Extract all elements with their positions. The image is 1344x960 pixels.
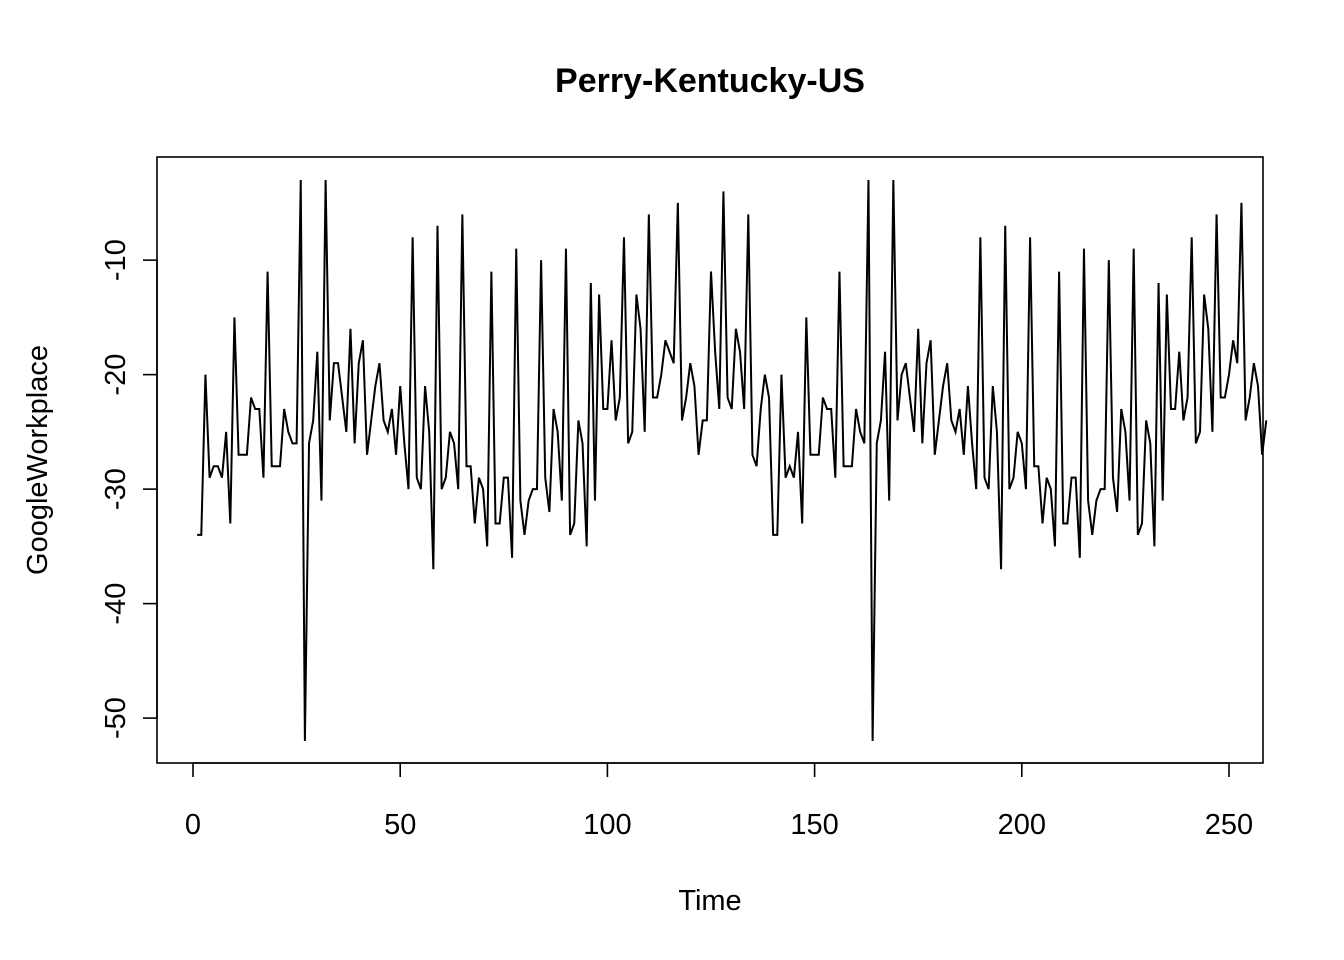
x-tick-label: 150: [790, 809, 838, 841]
x-tick-label: 250: [1205, 809, 1253, 841]
series-line: [197, 179, 1268, 742]
x-tick-label: 100: [583, 809, 631, 841]
x-tick-label: 50: [384, 809, 416, 841]
chart-title: Perry-Kentucky-US: [555, 62, 865, 100]
x-axis-label: Time: [678, 885, 741, 917]
x-axis: 0 50 100 150 200 250: [185, 762, 1253, 841]
y-axis: -50 -40 -30 -20 -10: [100, 239, 158, 739]
y-axis-label: GoogleWorkplace: [22, 345, 54, 575]
y-tick-label: -10: [100, 239, 132, 281]
x-tick-label: 200: [998, 809, 1046, 841]
x-tick-label: 0: [185, 809, 201, 841]
y-tick-label: -50: [100, 697, 132, 739]
y-tick-label: -40: [100, 583, 132, 625]
y-tick-label: -30: [100, 468, 132, 510]
y-tick-label: -20: [100, 354, 132, 396]
